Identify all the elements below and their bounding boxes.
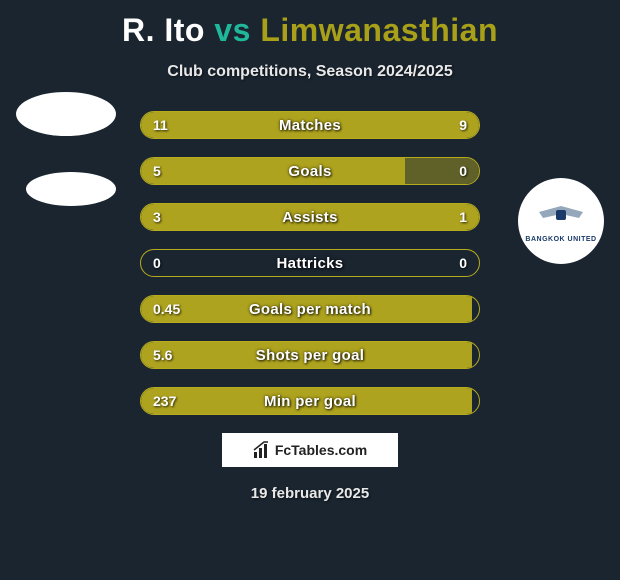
chart-icon bbox=[253, 441, 271, 459]
player2-name: Limwanasthian bbox=[260, 12, 498, 48]
stat-row: 0.45Goals per match bbox=[140, 295, 480, 323]
stat-label: Goals per match bbox=[141, 296, 479, 322]
stat-row: 00Hattricks bbox=[140, 249, 480, 277]
player2-club-badge: BANGKOK UNITED bbox=[518, 178, 604, 264]
player1-avatar-2 bbox=[26, 172, 116, 206]
stat-label: Hattricks bbox=[141, 250, 479, 276]
wings-icon bbox=[531, 200, 591, 236]
date: 19 february 2025 bbox=[0, 485, 620, 502]
player1-name: R. Ito bbox=[122, 12, 205, 48]
stat-label: Min per goal bbox=[141, 388, 479, 414]
footer-logo: FcTables.com bbox=[222, 433, 398, 467]
vs-text: vs bbox=[214, 12, 251, 48]
stat-label: Shots per goal bbox=[141, 342, 479, 368]
stat-label: Matches bbox=[141, 112, 479, 138]
stat-label: Assists bbox=[141, 204, 479, 230]
stat-row: 5.6Shots per goal bbox=[140, 341, 480, 369]
stats-bars: 119Matches 50Goals 31Assists 00Hattricks 0.4… bbox=[140, 111, 480, 415]
club-name: BANGKOK UNITED bbox=[525, 236, 596, 243]
subtitle: Club competitions, Season 2024/2025 bbox=[0, 63, 620, 81]
comparison-title: R. Ito vs Limwanasthian bbox=[0, 0, 620, 49]
player1-avatar bbox=[16, 92, 116, 136]
stat-row: 50Goals bbox=[140, 157, 480, 185]
footer-logo-text: FcTables.com bbox=[275, 442, 367, 458]
stat-label: Goals bbox=[141, 158, 479, 184]
stat-row: 31Assists bbox=[140, 203, 480, 231]
stat-row: 237Min per goal bbox=[140, 387, 480, 415]
stat-row: 119Matches bbox=[140, 111, 480, 139]
